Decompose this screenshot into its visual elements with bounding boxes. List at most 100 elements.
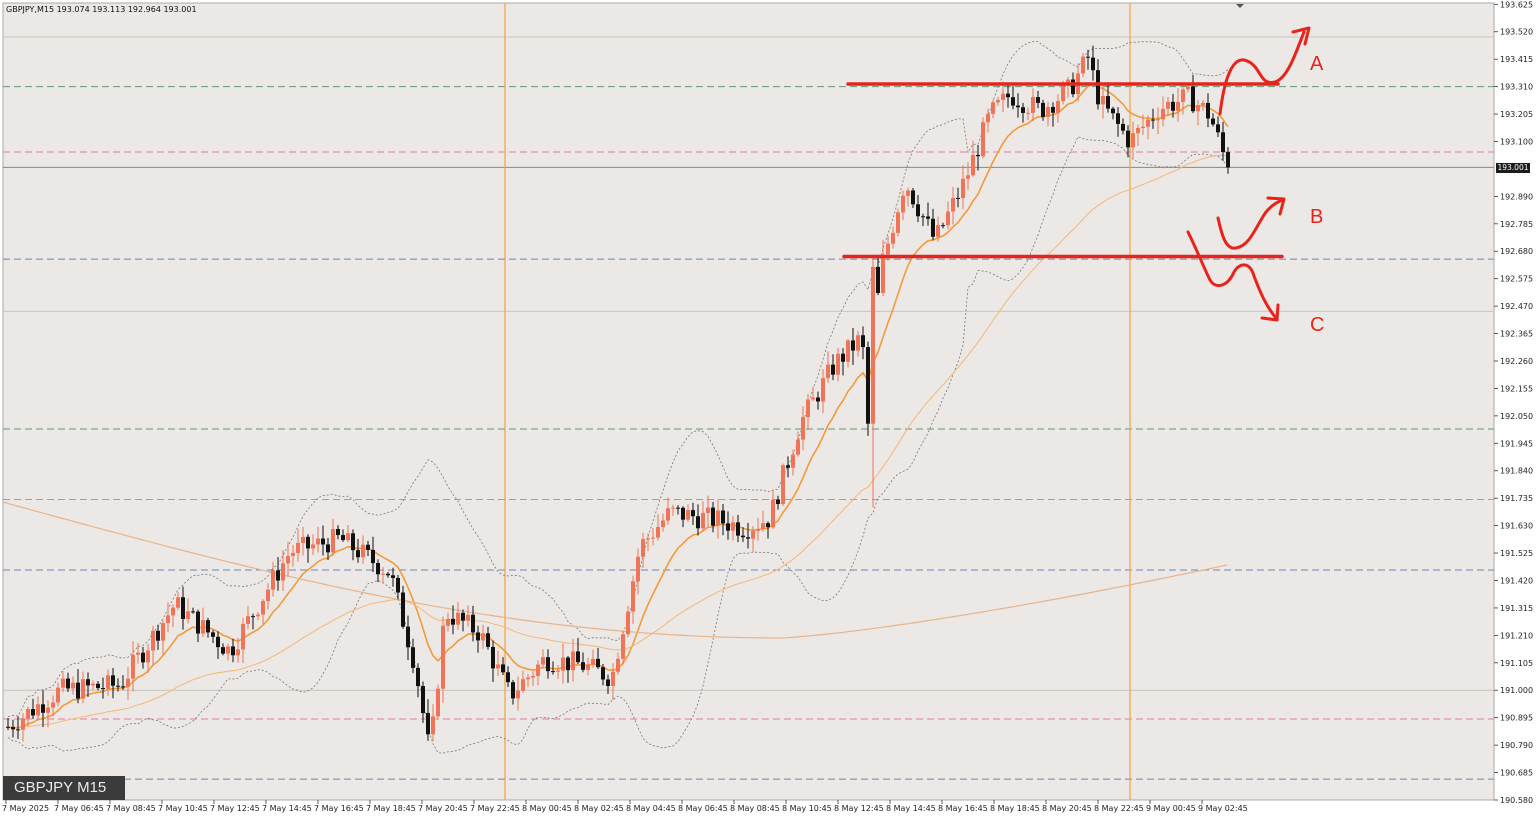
- x-tick-label: 7 May 10:45: [158, 804, 208, 813]
- chart-header: GBPJPY,M15 193.074 193.113 192.964 193.0…: [6, 5, 197, 14]
- candle-body: [586, 664, 590, 670]
- candle-body: [121, 686, 125, 688]
- candle-body: [416, 667, 420, 687]
- y-tick-label: 193.625: [1500, 0, 1533, 9]
- candle-body: [581, 662, 585, 670]
- candle-body: [306, 536, 310, 549]
- x-tick-label: 7 May 14:45: [262, 804, 312, 813]
- x-tick-label: 7 May 16:45: [314, 804, 364, 813]
- arrow-b-head: [1266, 196, 1286, 216]
- candle-body: [666, 508, 670, 521]
- candle-body: [236, 649, 240, 656]
- candle-body: [541, 657, 545, 665]
- candle-body: [211, 632, 215, 637]
- candle-body: [131, 654, 135, 679]
- candle-body: [271, 570, 275, 590]
- candle-body: [756, 528, 760, 531]
- candle-body: [971, 154, 975, 176]
- candle-body: [1126, 130, 1130, 148]
- x-tick-label: 8 May 14:45: [886, 804, 936, 813]
- candle-body: [116, 685, 120, 687]
- y-tick-label: 193.205: [1500, 110, 1533, 119]
- candle-body: [1186, 86, 1190, 90]
- candle-body: [291, 552, 295, 557]
- y-tick-label: 191.840: [1500, 467, 1533, 476]
- scroll-marker-icon[interactable]: [1236, 4, 1244, 8]
- candle-body: [191, 611, 195, 613]
- y-tick-label: 192.365: [1500, 330, 1533, 339]
- candle-body: [311, 544, 315, 549]
- candle-body: [881, 254, 885, 294]
- candle-body: [226, 646, 230, 654]
- candle-body: [81, 679, 85, 699]
- candle-body: [1216, 124, 1220, 133]
- candle-body: [951, 197, 955, 212]
- x-tick-label: 8 May 08:45: [730, 804, 780, 813]
- x-tick-label: 8 May 04:45: [626, 804, 676, 813]
- candle-body: [301, 536, 305, 543]
- candle-body: [496, 664, 500, 669]
- candle-body: [466, 614, 470, 621]
- candle-body: [961, 178, 965, 199]
- candle-body: [606, 679, 610, 686]
- x-tick-label: 8 May 16:45: [938, 804, 988, 813]
- candle-body: [341, 535, 345, 541]
- x-tick-label: 9 May 00:45: [1146, 804, 1196, 813]
- candle-body: [1161, 108, 1165, 120]
- candle-body: [171, 607, 175, 616]
- arrow-c: [1186, 230, 1278, 320]
- candle-body: [1016, 105, 1020, 108]
- candle-body: [451, 618, 455, 625]
- candle-body: [836, 353, 840, 375]
- candle-body: [806, 399, 810, 418]
- candle-body: [921, 216, 925, 218]
- candle-body: [1226, 152, 1230, 168]
- candle-body: [106, 675, 110, 689]
- y-tick-label: 193.100: [1500, 137, 1533, 146]
- candle-body: [1021, 107, 1025, 113]
- candle-body: [776, 499, 780, 505]
- candle-body: [1081, 56, 1085, 74]
- y-tick-label: 191.945: [1500, 439, 1533, 448]
- candle-body: [406, 626, 410, 648]
- candle-body: [531, 675, 535, 678]
- moving-average-long: [2, 501, 1228, 639]
- candle-body: [176, 597, 180, 608]
- candle-body: [596, 658, 600, 668]
- candle-body: [931, 218, 935, 237]
- candle-body: [761, 523, 765, 529]
- candle-body: [956, 197, 960, 199]
- y-tick-label: 191.315: [1500, 604, 1533, 613]
- candle-body: [356, 550, 360, 558]
- candle-body: [691, 510, 695, 517]
- candle-body: [6, 726, 10, 728]
- candle-body: [566, 657, 570, 671]
- candle-body: [76, 682, 80, 699]
- candle-body: [21, 718, 25, 730]
- candle-body: [241, 623, 245, 650]
- x-tick-label: 7 May 2025: [2, 804, 49, 813]
- candle-body: [1001, 93, 1005, 100]
- candle-body: [1056, 100, 1060, 113]
- candle-body: [376, 563, 380, 575]
- candle-body: [901, 195, 905, 213]
- y-tick-label: 191.735: [1500, 494, 1533, 503]
- candle-body: [1151, 119, 1155, 121]
- x-tick-label: 9 May 02:45: [1198, 804, 1248, 813]
- candle-body: [31, 709, 35, 716]
- candle-body: [36, 704, 40, 716]
- candle-body: [351, 533, 355, 551]
- candle-body: [1146, 119, 1150, 127]
- candle-body: [636, 556, 640, 582]
- y-tick-label: 190.895: [1500, 714, 1533, 723]
- candle-body: [261, 601, 265, 615]
- candle-body: [251, 616, 255, 618]
- candle-body: [556, 670, 560, 672]
- candle-body: [736, 522, 740, 536]
- candle-body: [1106, 96, 1110, 109]
- candles: [6, 45, 1230, 742]
- candle-body: [1176, 101, 1180, 111]
- candle-body: [571, 651, 575, 671]
